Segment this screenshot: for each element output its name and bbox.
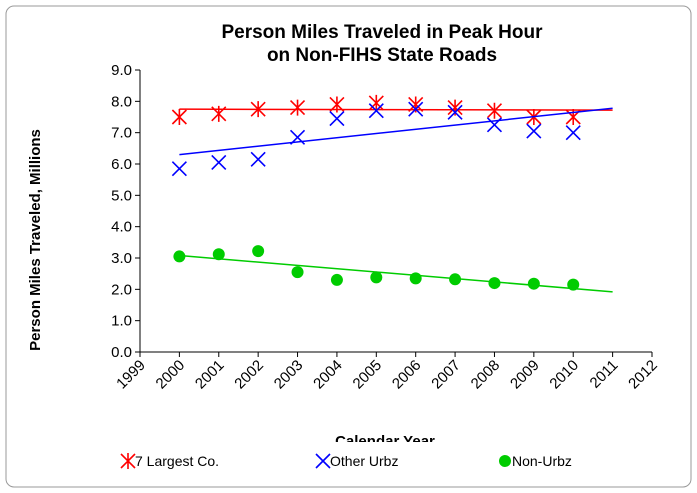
- data-point: [567, 278, 580, 291]
- data-point: [488, 277, 501, 290]
- y-tick-label: 8.0: [111, 93, 132, 110]
- data-point: [449, 273, 462, 286]
- data-point: [212, 248, 225, 261]
- data-point: [173, 250, 186, 263]
- trend-line: [179, 107, 613, 156]
- data-point: [289, 99, 306, 116]
- data-point: [330, 273, 343, 286]
- data-point: [370, 271, 383, 284]
- data-point: [526, 123, 542, 139]
- data-point: [171, 109, 187, 125]
- y-tick-label: 5.0: [111, 187, 132, 204]
- data-point: [409, 272, 422, 285]
- y-tick-label: 4.0: [111, 219, 132, 236]
- data-point: [291, 266, 304, 279]
- y-tick-label: 7.0: [111, 125, 132, 142]
- trend-line: [179, 254, 613, 293]
- legend-marker: [315, 453, 331, 469]
- y-axis-title: Person Miles Traveled, Millions: [27, 129, 44, 351]
- trend-line: [179, 108, 613, 111]
- data-point: [289, 129, 306, 145]
- chart-title: Person Miles Traveled in Peak Hour: [221, 22, 543, 43]
- legend-label: Non-Urbz: [512, 453, 572, 469]
- data-point: [211, 154, 227, 170]
- chart-title: on Non-FIHS State Roads: [267, 45, 497, 66]
- data-point: [486, 117, 503, 133]
- data-point: [211, 105, 227, 122]
- data-point: [368, 103, 384, 119]
- legend-area: [10, 442, 687, 482]
- data-point: [171, 161, 187, 177]
- legend-label: Other Urbz: [330, 453, 398, 469]
- y-tick-label: 9.0: [111, 62, 132, 79]
- data-point: [250, 151, 266, 167]
- data-point: [252, 245, 265, 258]
- data-point: [486, 102, 503, 119]
- data-point: [329, 111, 345, 127]
- legend-marker: [120, 453, 136, 469]
- y-tick-label: 2.0: [111, 281, 132, 298]
- data-point: [408, 101, 424, 117]
- data-point: [447, 104, 463, 120]
- data-point: [250, 101, 266, 118]
- y-tick-label: 1.0: [111, 313, 132, 330]
- data-point: [527, 277, 540, 290]
- chart-border: [5, 5, 692, 488]
- data-point: [368, 94, 384, 111]
- y-tick-label: 3.0: [111, 250, 132, 267]
- y-tick-label: 6.0: [111, 156, 132, 173]
- legend-label: 7 Largest Co.: [135, 453, 219, 469]
- y-tick-label: 0.0: [111, 344, 132, 361]
- legend-marker: [499, 455, 511, 467]
- data-point: [565, 125, 581, 141]
- data-point: [329, 96, 345, 113]
